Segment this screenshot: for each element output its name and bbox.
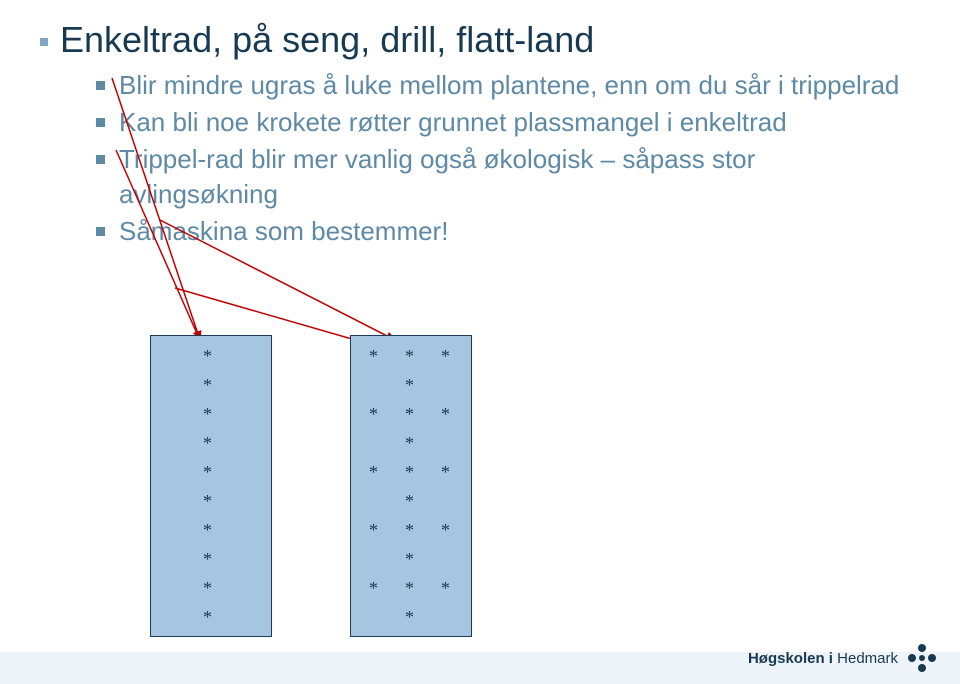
triple-row-panel: * * * * * ********** * * * * *	[350, 335, 472, 637]
title-row: Enkeltrad, på seng, drill, flatt-land	[40, 20, 920, 60]
list-item-text: Såmaskina som bestemmer!	[119, 214, 920, 249]
title-bullet	[40, 38, 48, 46]
list-item: Blir mindre ugras å luke mellom plantene…	[96, 68, 920, 103]
square-bullet-icon	[96, 155, 105, 164]
logo-text-strong: Høgskolen i	[748, 650, 833, 667]
list-item-text: Trippel-rad blir mer vanlig også økologi…	[119, 142, 920, 212]
star-column: **********	[203, 342, 212, 632]
bullet-list: Blir mindre ugras å luke mellom plantene…	[96, 68, 920, 249]
page-title: Enkeltrad, på seng, drill, flatt-land	[60, 20, 594, 60]
square-bullet-icon	[96, 81, 105, 90]
list-item: Såmaskina som bestemmer!	[96, 214, 920, 249]
star-column: * * * * *	[441, 342, 450, 632]
list-item: Kan bli noe krokete røtter grunnet plass…	[96, 105, 920, 140]
list-item-text: Blir mindre ugras å luke mellom plantene…	[119, 68, 920, 103]
star-column: * * * * *	[369, 342, 378, 632]
list-item: Trippel-rad blir mer vanlig også økologi…	[96, 142, 920, 212]
star-column: **********	[405, 342, 414, 632]
square-bullet-icon	[96, 227, 105, 236]
list-item-text: Kan bli noe krokete røtter grunnet plass…	[119, 105, 920, 140]
logo-text-light: Hedmark	[837, 650, 898, 667]
logo: Høgskolen i Hedmark	[748, 642, 938, 674]
flower-icon	[906, 642, 938, 674]
single-row-panel: **********	[150, 335, 272, 637]
square-bullet-icon	[96, 118, 105, 127]
